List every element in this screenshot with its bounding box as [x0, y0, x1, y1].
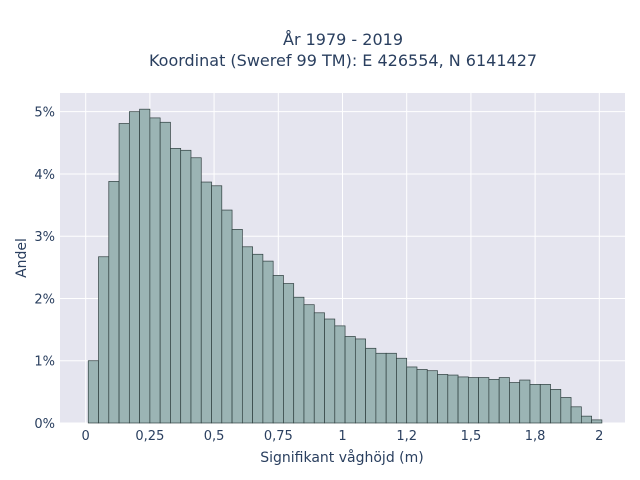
- histogram-bar: [211, 185, 223, 424]
- histogram-bar: [344, 336, 356, 424]
- histogram-bar: [180, 149, 192, 424]
- histogram-bar: [354, 338, 366, 424]
- histogram-bar: [283, 283, 295, 424]
- y-tick-label: 3%: [34, 230, 55, 245]
- histogram-bar: [519, 379, 531, 424]
- histogram-bar: [200, 181, 212, 424]
- y-tick-label: 1%: [34, 355, 55, 370]
- histogram-bar: [437, 374, 449, 424]
- x-axis-title: Signifikant våghöjd (m): [260, 449, 423, 466]
- histogram-bar: [365, 347, 377, 424]
- histogram-bar: [529, 384, 541, 424]
- y-tick-label: 2%: [34, 292, 55, 307]
- x-tick-label: 0,5: [204, 429, 225, 444]
- chart-title-line-1: År 1979 - 2019: [283, 30, 403, 49]
- histogram-bar: [426, 370, 438, 424]
- y-axis-title: Andel: [14, 238, 30, 278]
- histogram-bar: [87, 360, 99, 424]
- histogram-bar: [570, 406, 582, 424]
- histogram-bar: [560, 397, 572, 424]
- histogram-bar: [591, 419, 603, 424]
- x-tick-label: 0,25: [135, 429, 164, 444]
- histogram-bar: [375, 352, 387, 424]
- histogram-bar: [170, 148, 182, 424]
- histogram-bar: [293, 296, 305, 424]
- x-tick-label: 1,5: [461, 429, 482, 444]
- histogram-bar: [324, 318, 336, 424]
- histogram-bar: [128, 111, 140, 424]
- histogram-bar: [396, 357, 408, 424]
- x-axis-ticks: 0 0,25 0,5 0,75 1 1,2 1,5 1,8 2: [82, 429, 604, 444]
- histogram-bar: [498, 377, 510, 424]
- histogram-bar: [108, 181, 120, 424]
- histogram-bar: [467, 377, 479, 424]
- histogram-bar: [118, 123, 130, 424]
- histogram-bar: [385, 352, 397, 424]
- histogram-bar: [221, 209, 233, 424]
- histogram-bar: [539, 384, 551, 424]
- histogram-bar: [580, 415, 592, 424]
- histogram-bar: [262, 260, 274, 424]
- histogram-bar: [272, 275, 284, 424]
- x-tick-label: 0,75: [264, 429, 293, 444]
- x-tick-label: 2: [595, 429, 603, 444]
- x-tick-label: 0: [82, 429, 90, 444]
- y-tick-label: 0%: [34, 417, 55, 432]
- y-tick-label: 5%: [34, 106, 55, 121]
- chart-title-line-2: Koordinat (Sweref 99 TM): E 426554, N 61…: [149, 51, 537, 70]
- histogram-bar: [334, 325, 346, 424]
- histogram-bar: [406, 366, 418, 424]
- histogram-bar: [478, 377, 490, 424]
- histogram-bar: [190, 157, 202, 424]
- x-tick-label: 1: [338, 429, 346, 444]
- x-tick-label: 1,8: [525, 429, 546, 444]
- histogram-bar: [241, 246, 253, 424]
- histogram-bar: [159, 121, 171, 424]
- histogram-bars: [87, 108, 603, 424]
- y-axis-ticks: 0% 1% 2% 3% 4% 5%: [34, 106, 55, 432]
- histogram-bar: [509, 382, 521, 424]
- histogram-bar: [416, 369, 428, 424]
- histogram-bar: [149, 117, 161, 424]
- histogram-bar: [313, 312, 325, 424]
- histogram-bar: [550, 389, 562, 424]
- histogram-bar: [231, 229, 243, 424]
- histogram-bar: [98, 256, 110, 424]
- histogram-bar: [457, 376, 469, 424]
- histogram-bar: [488, 379, 500, 424]
- y-tick-label: 4%: [34, 168, 55, 183]
- histogram-bar: [252, 253, 264, 424]
- histogram-bar: [303, 304, 315, 424]
- x-tick-label: 1,2: [396, 429, 417, 444]
- histogram-bar: [447, 374, 459, 424]
- histogram-bar: [139, 108, 151, 424]
